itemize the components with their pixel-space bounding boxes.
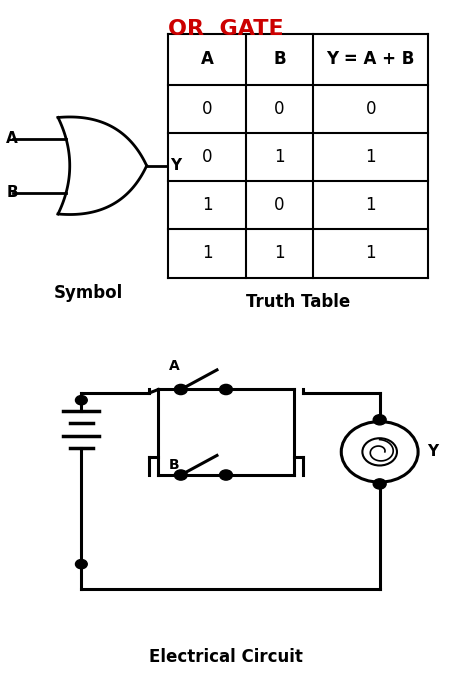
- Text: B: B: [272, 51, 285, 69]
- Text: Symbol: Symbol: [53, 284, 123, 302]
- Text: 1: 1: [274, 244, 284, 262]
- Text: OR  GATE: OR GATE: [168, 19, 283, 39]
- Circle shape: [75, 560, 87, 569]
- Circle shape: [219, 470, 232, 480]
- Text: 0: 0: [202, 148, 212, 166]
- Text: A: A: [168, 359, 179, 374]
- Text: 1: 1: [202, 197, 212, 215]
- Text: 1: 1: [274, 148, 284, 166]
- Text: 1: 1: [202, 244, 212, 262]
- Circle shape: [174, 470, 187, 480]
- Text: A: A: [200, 51, 213, 69]
- Text: 0: 0: [202, 100, 212, 118]
- Text: B: B: [6, 185, 18, 200]
- Circle shape: [174, 384, 187, 394]
- Text: Electrical Circuit: Electrical Circuit: [149, 648, 302, 666]
- Circle shape: [219, 384, 232, 394]
- Text: 1: 1: [364, 148, 375, 166]
- Circle shape: [373, 415, 385, 425]
- Circle shape: [75, 396, 87, 405]
- Text: B: B: [168, 458, 179, 472]
- Text: 1: 1: [364, 197, 375, 215]
- Text: 1: 1: [364, 244, 375, 262]
- Text: 0: 0: [364, 100, 375, 118]
- Circle shape: [373, 479, 385, 489]
- Text: Y: Y: [426, 444, 437, 459]
- Text: 0: 0: [274, 100, 284, 118]
- Text: A: A: [6, 131, 18, 146]
- Text: 0: 0: [274, 197, 284, 215]
- Text: Y = A + B: Y = A + B: [326, 51, 414, 69]
- Text: Y: Y: [170, 158, 181, 173]
- Text: Truth Table: Truth Table: [246, 293, 350, 311]
